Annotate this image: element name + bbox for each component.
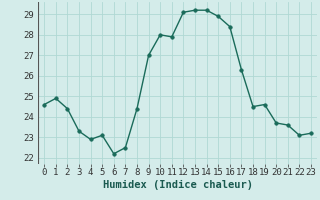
X-axis label: Humidex (Indice chaleur): Humidex (Indice chaleur): [103, 180, 252, 190]
